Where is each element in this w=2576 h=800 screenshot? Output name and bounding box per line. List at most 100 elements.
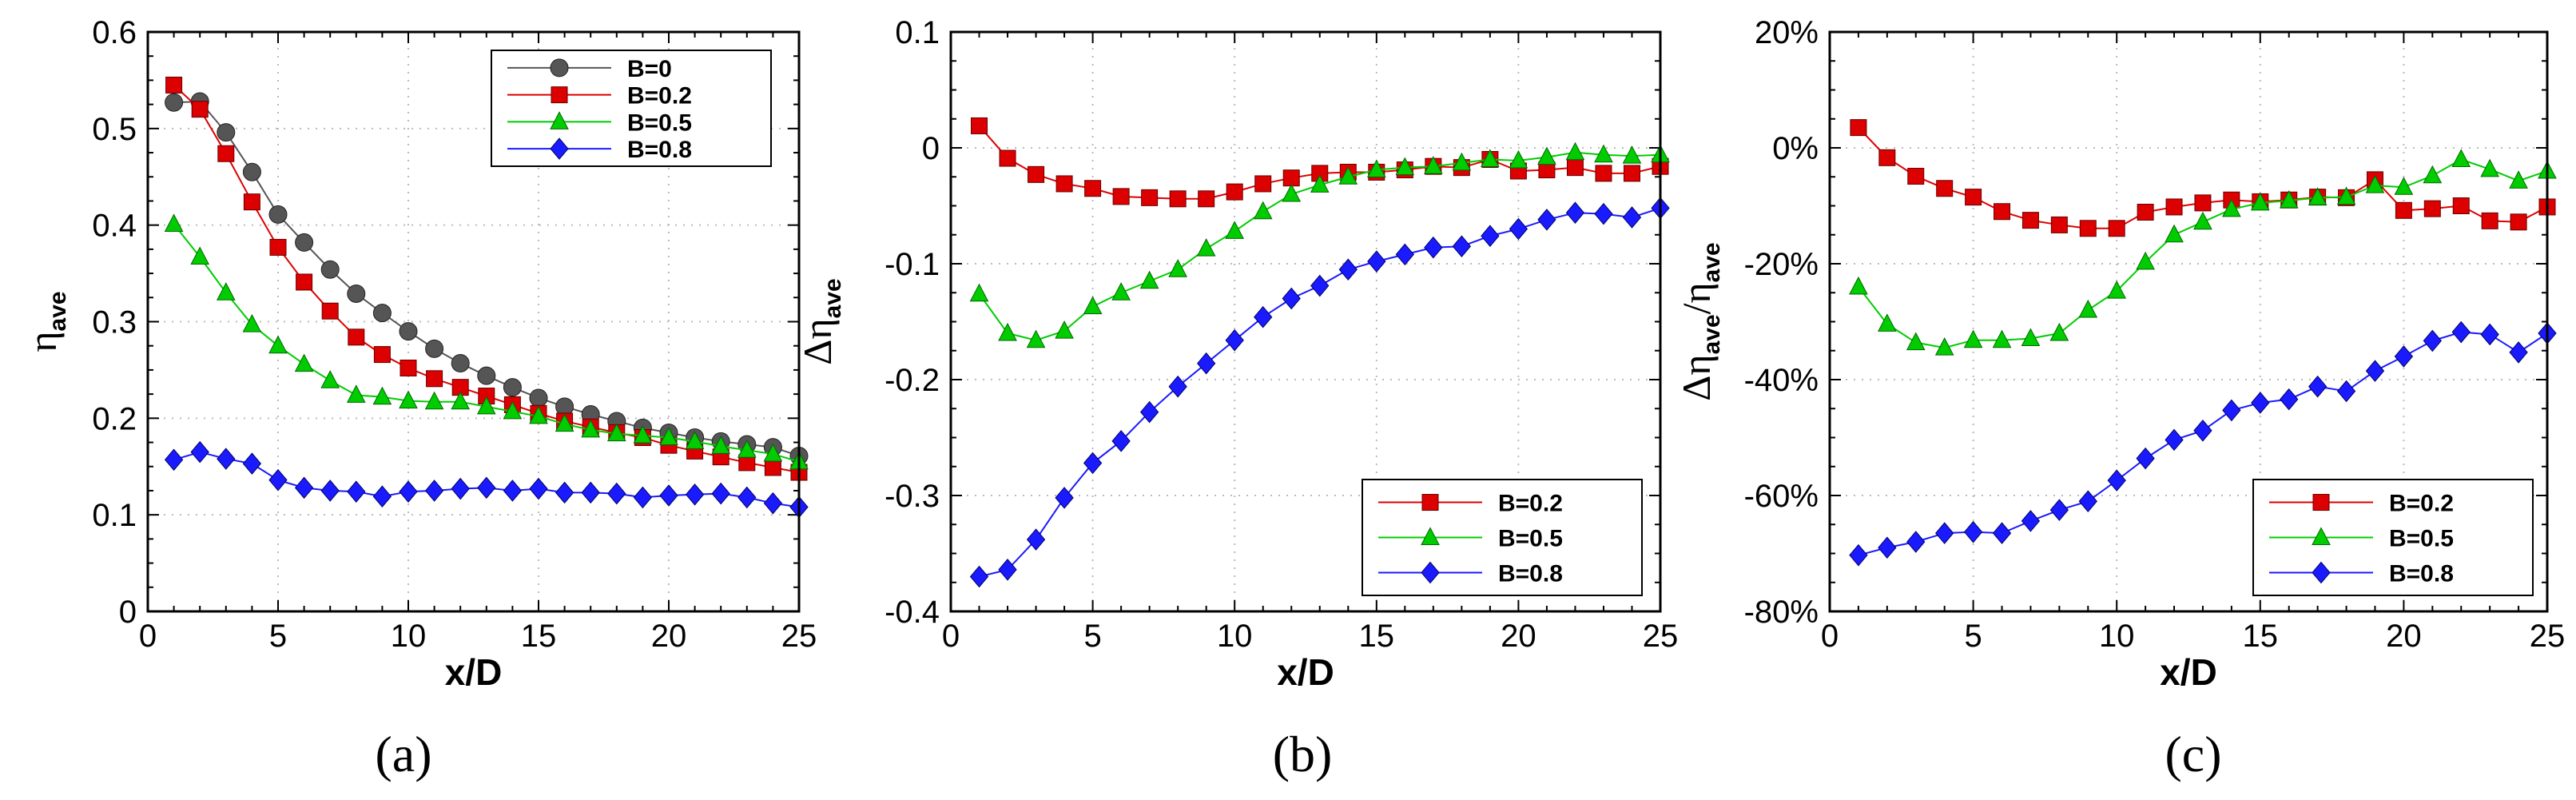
data-point [348,328,365,346]
data-point [320,260,340,279]
data-point [1481,149,1500,167]
legend-item: B=0.2 [2269,491,2454,517]
x-tick-label: 20 [1501,619,1536,654]
data-point [347,284,366,303]
data-point [320,480,340,502]
data-point [372,386,392,405]
data-point [685,484,705,506]
data-point [2251,392,2270,414]
panel-caption: (b) [1273,726,1333,782]
x-tick-label: 0 [942,619,960,654]
legend-marker [1421,561,1440,584]
data-point [1509,217,1529,241]
data-point [529,388,548,408]
data-point [2423,165,2443,184]
data-point [1878,536,1897,559]
data-point [191,101,209,118]
data-point [2107,280,2127,299]
y-tick-label: 0% [1772,131,1819,166]
data-point [296,273,313,291]
data-point [2078,490,2097,513]
legend-marker [551,86,568,104]
data-point [971,117,988,134]
legend-marker [2312,494,2330,511]
data-point [1907,168,1925,185]
legend-label: B=0.5 [627,109,692,136]
legend-label: B=0.8 [627,137,692,163]
data-point [2279,189,2299,209]
legend-item: B=0.8 [2269,560,2454,587]
y-tick-label: 0 [922,131,940,166]
data-point [1849,276,1868,295]
data-point [2049,499,2069,521]
data-point [1310,174,1330,193]
data-point [1537,209,1556,231]
data-point [242,162,261,181]
data-point [555,481,574,504]
data-point [190,246,210,265]
data-point [1994,203,2011,221]
x-tick-label: 20 [651,619,687,654]
data-point [1198,190,1215,208]
data-point [216,282,236,300]
data-point [2136,447,2155,470]
data-point [1595,165,1612,182]
data-point [400,360,417,376]
data-point [346,384,366,403]
data-point [998,322,1017,341]
legend-item: B=0.5 [1378,526,1563,552]
y-tick-label: -0.1 [885,247,940,282]
data-point [2365,360,2385,382]
data-point [1992,329,2012,348]
data-point [529,477,548,500]
data-point [1084,180,1102,197]
y-tick-label: 0.4 [92,209,137,244]
y-tick-label: -0.3 [885,479,940,514]
data-point [2165,198,2183,216]
data-point [1111,430,1131,452]
data-point [685,431,705,449]
y-tick-label: 0.3 [92,305,137,340]
data-point [2222,399,2241,422]
data-point [451,353,470,372]
data-point [1366,159,1386,178]
data-point [243,193,260,211]
data-point [999,149,1016,167]
data-point [217,123,236,142]
x-tick-label: 25 [1643,619,1679,654]
data-point [399,322,418,341]
data-point [1906,332,1926,351]
legend-label: B=0.2 [2389,491,2454,517]
data-point [2423,200,2441,217]
legend: B=0.2 B=0.5 B=0.8 [1362,479,1643,596]
data-point [1395,157,1415,176]
legend-item: B=0.8 [1378,560,1563,587]
data-point [1481,225,1500,247]
data-point [1594,202,1613,225]
data-point [1225,221,1245,239]
data-point [659,427,678,445]
x-tick-label: 0 [1821,619,1839,654]
x-tick-label: 5 [1964,619,1982,654]
x-tick-label: 10 [1217,619,1253,654]
data-point [763,443,783,462]
y-tick-label: 0.5 [92,112,137,147]
data-point [1963,520,1983,543]
data-point [737,486,757,509]
data-point [477,366,496,385]
data-point [969,283,989,302]
data-point [2510,213,2527,231]
data-point [1169,190,1187,208]
data-point [555,413,574,432]
x-tick-label: 15 [2243,619,2279,654]
data-point [2394,345,2414,368]
data-point [2480,323,2499,346]
data-point [164,213,184,232]
data-point [294,353,314,372]
data-point [2049,322,2069,341]
y-tick-label: -20% [1744,247,1819,282]
data-point [2222,198,2241,217]
data-point [2136,251,2155,270]
data-point [764,459,781,476]
